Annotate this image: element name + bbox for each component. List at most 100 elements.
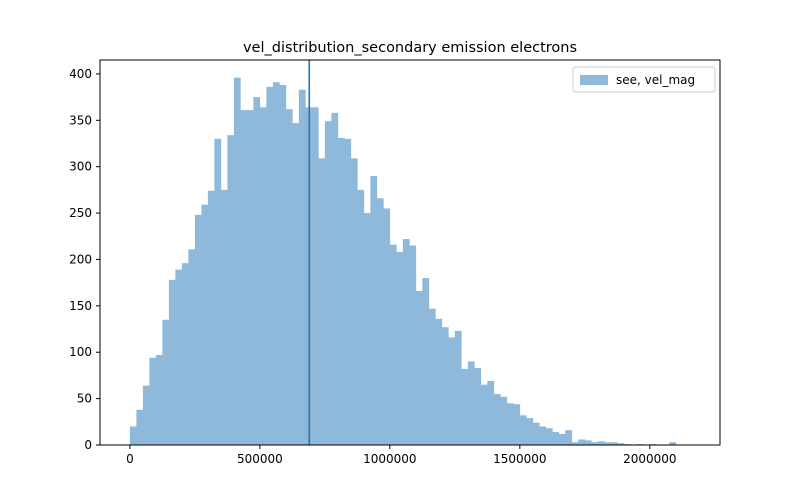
histogram-bar (506, 403, 514, 445)
histogram-bar (168, 279, 176, 445)
histogram-bar (344, 138, 352, 446)
histogram-bar (279, 85, 287, 446)
x-tick-label: 2000000 (623, 452, 676, 466)
histogram-bar (565, 430, 573, 445)
histogram-bar (175, 269, 183, 445)
histogram-bar (318, 158, 326, 446)
legend-label: see, vel_mag (616, 73, 695, 87)
histogram-bar (500, 396, 508, 445)
histogram-bar (474, 368, 482, 445)
histogram-bar (571, 442, 579, 445)
histogram-bar (246, 110, 254, 446)
histogram-bar (201, 204, 209, 445)
histogram-bar (461, 368, 469, 445)
x-tick-label: 500000 (237, 452, 283, 466)
x-tick-label: 1000000 (363, 452, 416, 466)
histogram-bar (532, 422, 540, 445)
histogram-bar (584, 440, 592, 445)
histogram-bar (448, 337, 456, 445)
histogram-bar (188, 249, 196, 445)
x-tick-label: 1500000 (493, 452, 546, 466)
y-tick-label: 250 (69, 206, 92, 220)
histogram-bar (493, 393, 501, 445)
histogram-bar (129, 426, 137, 445)
histogram-bar (266, 86, 274, 445)
histogram-bar (467, 361, 475, 445)
histogram-bar (669, 442, 677, 445)
legend: see, vel_mag (572, 66, 716, 93)
histogram-bar (519, 415, 527, 445)
histogram-bar (227, 135, 235, 445)
legend-swatch (580, 75, 608, 85)
histogram-bar (526, 418, 534, 445)
chart-title: vel_distribution_secondary emission elec… (243, 40, 577, 56)
histogram-bar (396, 252, 404, 445)
histogram-bar (292, 123, 300, 445)
histogram-bar (441, 327, 449, 445)
y-tick-label: 300 (69, 160, 92, 174)
histogram-bar (220, 189, 228, 445)
histogram-bar (389, 244, 397, 445)
histogram-bar (162, 319, 170, 445)
bars-group (129, 77, 677, 446)
histogram-bar (357, 189, 365, 445)
y-tick-label: 100 (69, 345, 92, 359)
y-tick-label: 50 (77, 392, 92, 406)
histogram-bar (285, 109, 293, 446)
histogram-bar (578, 439, 586, 445)
x-axis: 0 500000 1000000 1500000 2000000 (126, 445, 677, 466)
histogram-bar (194, 214, 202, 445)
legend-frame (572, 66, 716, 93)
histogram-bar (617, 443, 625, 445)
histogram-bar (298, 89, 306, 446)
histogram-bar (454, 330, 462, 445)
histogram-bar (480, 384, 488, 445)
histogram-bar (591, 442, 599, 445)
histogram-bar (350, 158, 358, 446)
histogram-bar (604, 442, 612, 445)
histogram-bar (415, 291, 423, 445)
histogram-bar (331, 112, 339, 445)
histogram-bar (435, 318, 443, 445)
histogram-bar (552, 432, 560, 445)
histogram-bar (545, 428, 553, 445)
histogram-bar (142, 385, 150, 445)
histogram-bar (214, 138, 222, 446)
histogram-bar (311, 107, 319, 445)
histogram-bar (259, 107, 267, 445)
y-tick-label: 0 (84, 438, 92, 452)
axes-frame (99, 59, 721, 446)
histogram-bar (376, 198, 384, 445)
y-tick-label: 400 (69, 67, 92, 81)
histogram-bar (487, 380, 495, 445)
histogram-bar (402, 239, 410, 445)
histogram-bar (597, 441, 605, 445)
histogram-bar (181, 263, 189, 445)
plot-frame (99, 59, 721, 446)
histogram-bar (207, 190, 215, 445)
y-tick-label: 150 (69, 299, 92, 313)
histogram-bar (370, 175, 378, 445)
y-axis: 0 50 100 150 200 250 300 350 400 (69, 67, 100, 452)
y-tick-label: 200 (69, 252, 92, 266)
histogram-bar (324, 121, 332, 445)
histogram-bar (363, 213, 371, 445)
histogram-bar (539, 426, 547, 445)
histogram-bar (253, 97, 261, 446)
histogram-bar (233, 77, 241, 446)
histogram-bar (513, 404, 521, 445)
histogram-bar (383, 208, 391, 445)
histogram-bar (409, 245, 417, 445)
histogram-bar (558, 433, 566, 445)
histogram-bar (155, 355, 163, 445)
histogram-bar (272, 82, 280, 445)
y-tick-label: 350 (69, 113, 92, 127)
histogram-bar (136, 409, 144, 445)
x-tick-label: 0 (126, 452, 134, 466)
histogram-bar (422, 278, 430, 445)
histogram-bar (337, 137, 345, 445)
histogram-bar (149, 357, 157, 445)
histogram-bar (240, 110, 248, 446)
histogram-bar (428, 308, 436, 445)
